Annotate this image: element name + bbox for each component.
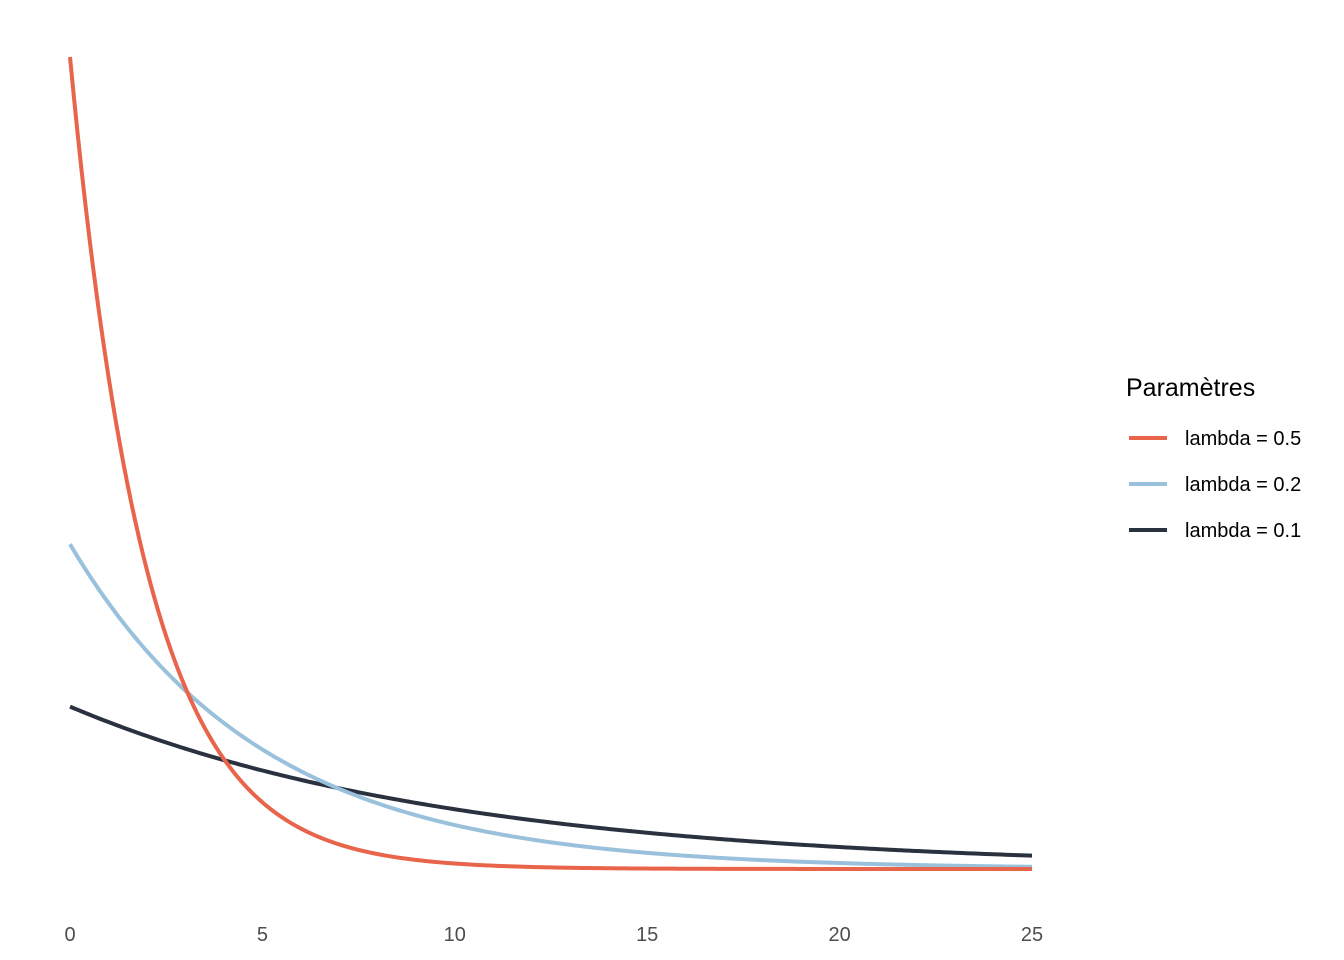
x-axis: 0 5 10 15 20 25 bbox=[64, 924, 1043, 946]
series-line-3 bbox=[69, 704, 1033, 858]
x-tick-label: 25 bbox=[1021, 924, 1043, 946]
series-line-1 bbox=[68, 56, 1032, 871]
x-tick-label: 20 bbox=[828, 924, 850, 946]
legend-label: lambda = 0.1 bbox=[1185, 520, 1301, 542]
series-line-2 bbox=[68, 543, 1033, 869]
x-tick-label: 5 bbox=[257, 924, 268, 946]
x-tick-label: 15 bbox=[636, 924, 658, 946]
legend-item: lambda = 0.5 bbox=[1129, 428, 1301, 450]
legend: Paramètres lambda = 0.5 lambda = 0.2 lambd… bbox=[1126, 374, 1301, 542]
legend-item: lambda = 0.1 bbox=[1129, 520, 1301, 542]
plot-area bbox=[68, 56, 1033, 871]
legend-item: lambda = 0.2 bbox=[1129, 474, 1301, 496]
legend-title: Paramètres bbox=[1126, 374, 1255, 402]
legend-label: lambda = 0.5 bbox=[1185, 428, 1301, 450]
x-tick-label: 10 bbox=[444, 924, 466, 946]
x-tick-label: 0 bbox=[64, 924, 75, 946]
legend-label: lambda = 0.2 bbox=[1185, 474, 1301, 496]
